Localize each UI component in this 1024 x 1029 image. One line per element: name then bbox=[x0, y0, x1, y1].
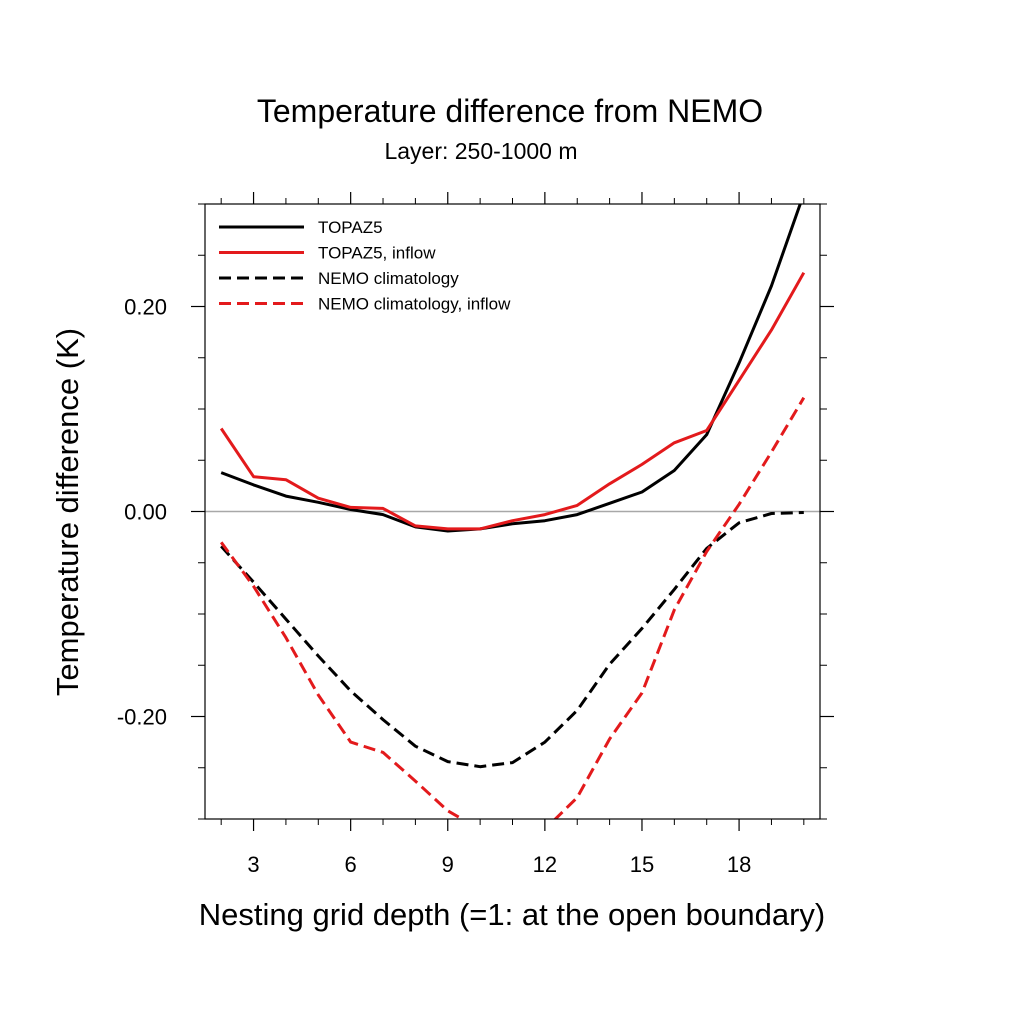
x-axis-label: Nesting grid depth (=1: at the open boun… bbox=[199, 897, 825, 932]
x-tick-label: 9 bbox=[442, 852, 454, 877]
chart-title: Temperature difference from NEMO bbox=[257, 93, 763, 129]
plot-area: 3 6 9 12 15 18 -0.20 0.00 0.20 TOPAZ5 TOPAZ5, infl… bbox=[117, 192, 834, 877]
legend: TOPAZ5 TOPAZ5, inflow NEMO climatology NEMO… bbox=[219, 218, 511, 314]
series-line-4 bbox=[219, 396, 806, 819]
legend-label-4: NEMO climatology, inflow bbox=[318, 295, 511, 314]
x-tick-label: 18 bbox=[727, 852, 751, 877]
x-tick-label: 6 bbox=[345, 852, 357, 877]
y-tick-label: 0.20 bbox=[124, 295, 167, 320]
series-line-3 bbox=[220, 511, 804, 769]
x-tick-label: 15 bbox=[630, 852, 654, 877]
series-line-2 bbox=[219, 271, 806, 531]
chart-subtitle: Layer: 250-1000 m bbox=[384, 138, 577, 164]
legend-label-3: NEMO climatology bbox=[318, 269, 459, 288]
y-axis-label: Temperature difference (K) bbox=[50, 328, 85, 696]
y-tick-label: -0.20 bbox=[117, 705, 167, 730]
series-line-1 bbox=[220, 204, 802, 533]
y-tick-label: 0.00 bbox=[124, 500, 167, 525]
x-tick-label: 3 bbox=[247, 852, 259, 877]
legend-label-1: TOPAZ5 bbox=[318, 218, 383, 237]
x-tick-label: 12 bbox=[533, 852, 557, 877]
series-group bbox=[219, 204, 806, 819]
legend-label-2: TOPAZ5, inflow bbox=[318, 244, 436, 263]
